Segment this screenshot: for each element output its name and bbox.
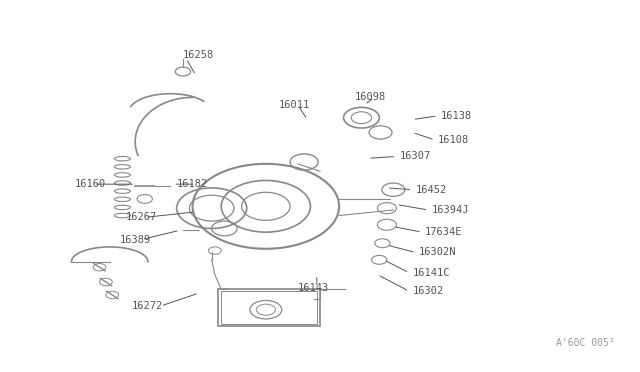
Text: 16160: 16160 xyxy=(75,179,106,189)
Text: 16272: 16272 xyxy=(132,301,163,311)
Bar xyxy=(218,289,320,326)
Text: 16267: 16267 xyxy=(125,212,157,222)
Text: 16011: 16011 xyxy=(278,100,310,110)
Text: 16302: 16302 xyxy=(412,286,444,296)
Text: 16108: 16108 xyxy=(438,135,469,145)
Text: 16182: 16182 xyxy=(177,179,208,189)
Text: A'60C 005²: A'60C 005² xyxy=(556,339,614,349)
Text: 16302N: 16302N xyxy=(419,247,456,257)
Text: 16394J: 16394J xyxy=(431,205,469,215)
Text: 16138: 16138 xyxy=(441,111,472,121)
Text: 16307: 16307 xyxy=(399,151,431,161)
Text: 16258: 16258 xyxy=(183,50,214,60)
Text: 16143: 16143 xyxy=(298,283,329,292)
Text: 16389: 16389 xyxy=(119,234,150,244)
Text: 16141C: 16141C xyxy=(412,268,450,278)
Text: 16098: 16098 xyxy=(355,92,387,102)
Text: 16452: 16452 xyxy=(415,185,447,195)
Text: 17634E: 17634E xyxy=(425,227,463,237)
Bar xyxy=(221,291,317,324)
